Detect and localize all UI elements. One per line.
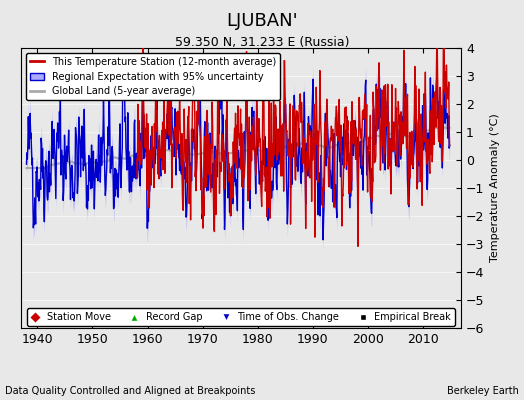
Text: 59.350 N, 31.233 E (Russia): 59.350 N, 31.233 E (Russia) xyxy=(174,36,350,49)
Text: Data Quality Controlled and Aligned at Breakpoints: Data Quality Controlled and Aligned at B… xyxy=(5,386,256,396)
Legend: Station Move, Record Gap, Time of Obs. Change, Empirical Break: Station Move, Record Gap, Time of Obs. C… xyxy=(27,308,455,326)
Text: LJUBAN': LJUBAN' xyxy=(226,12,298,30)
Y-axis label: Temperature Anomaly (°C): Temperature Anomaly (°C) xyxy=(490,114,500,262)
Text: Berkeley Earth: Berkeley Earth xyxy=(447,386,519,396)
